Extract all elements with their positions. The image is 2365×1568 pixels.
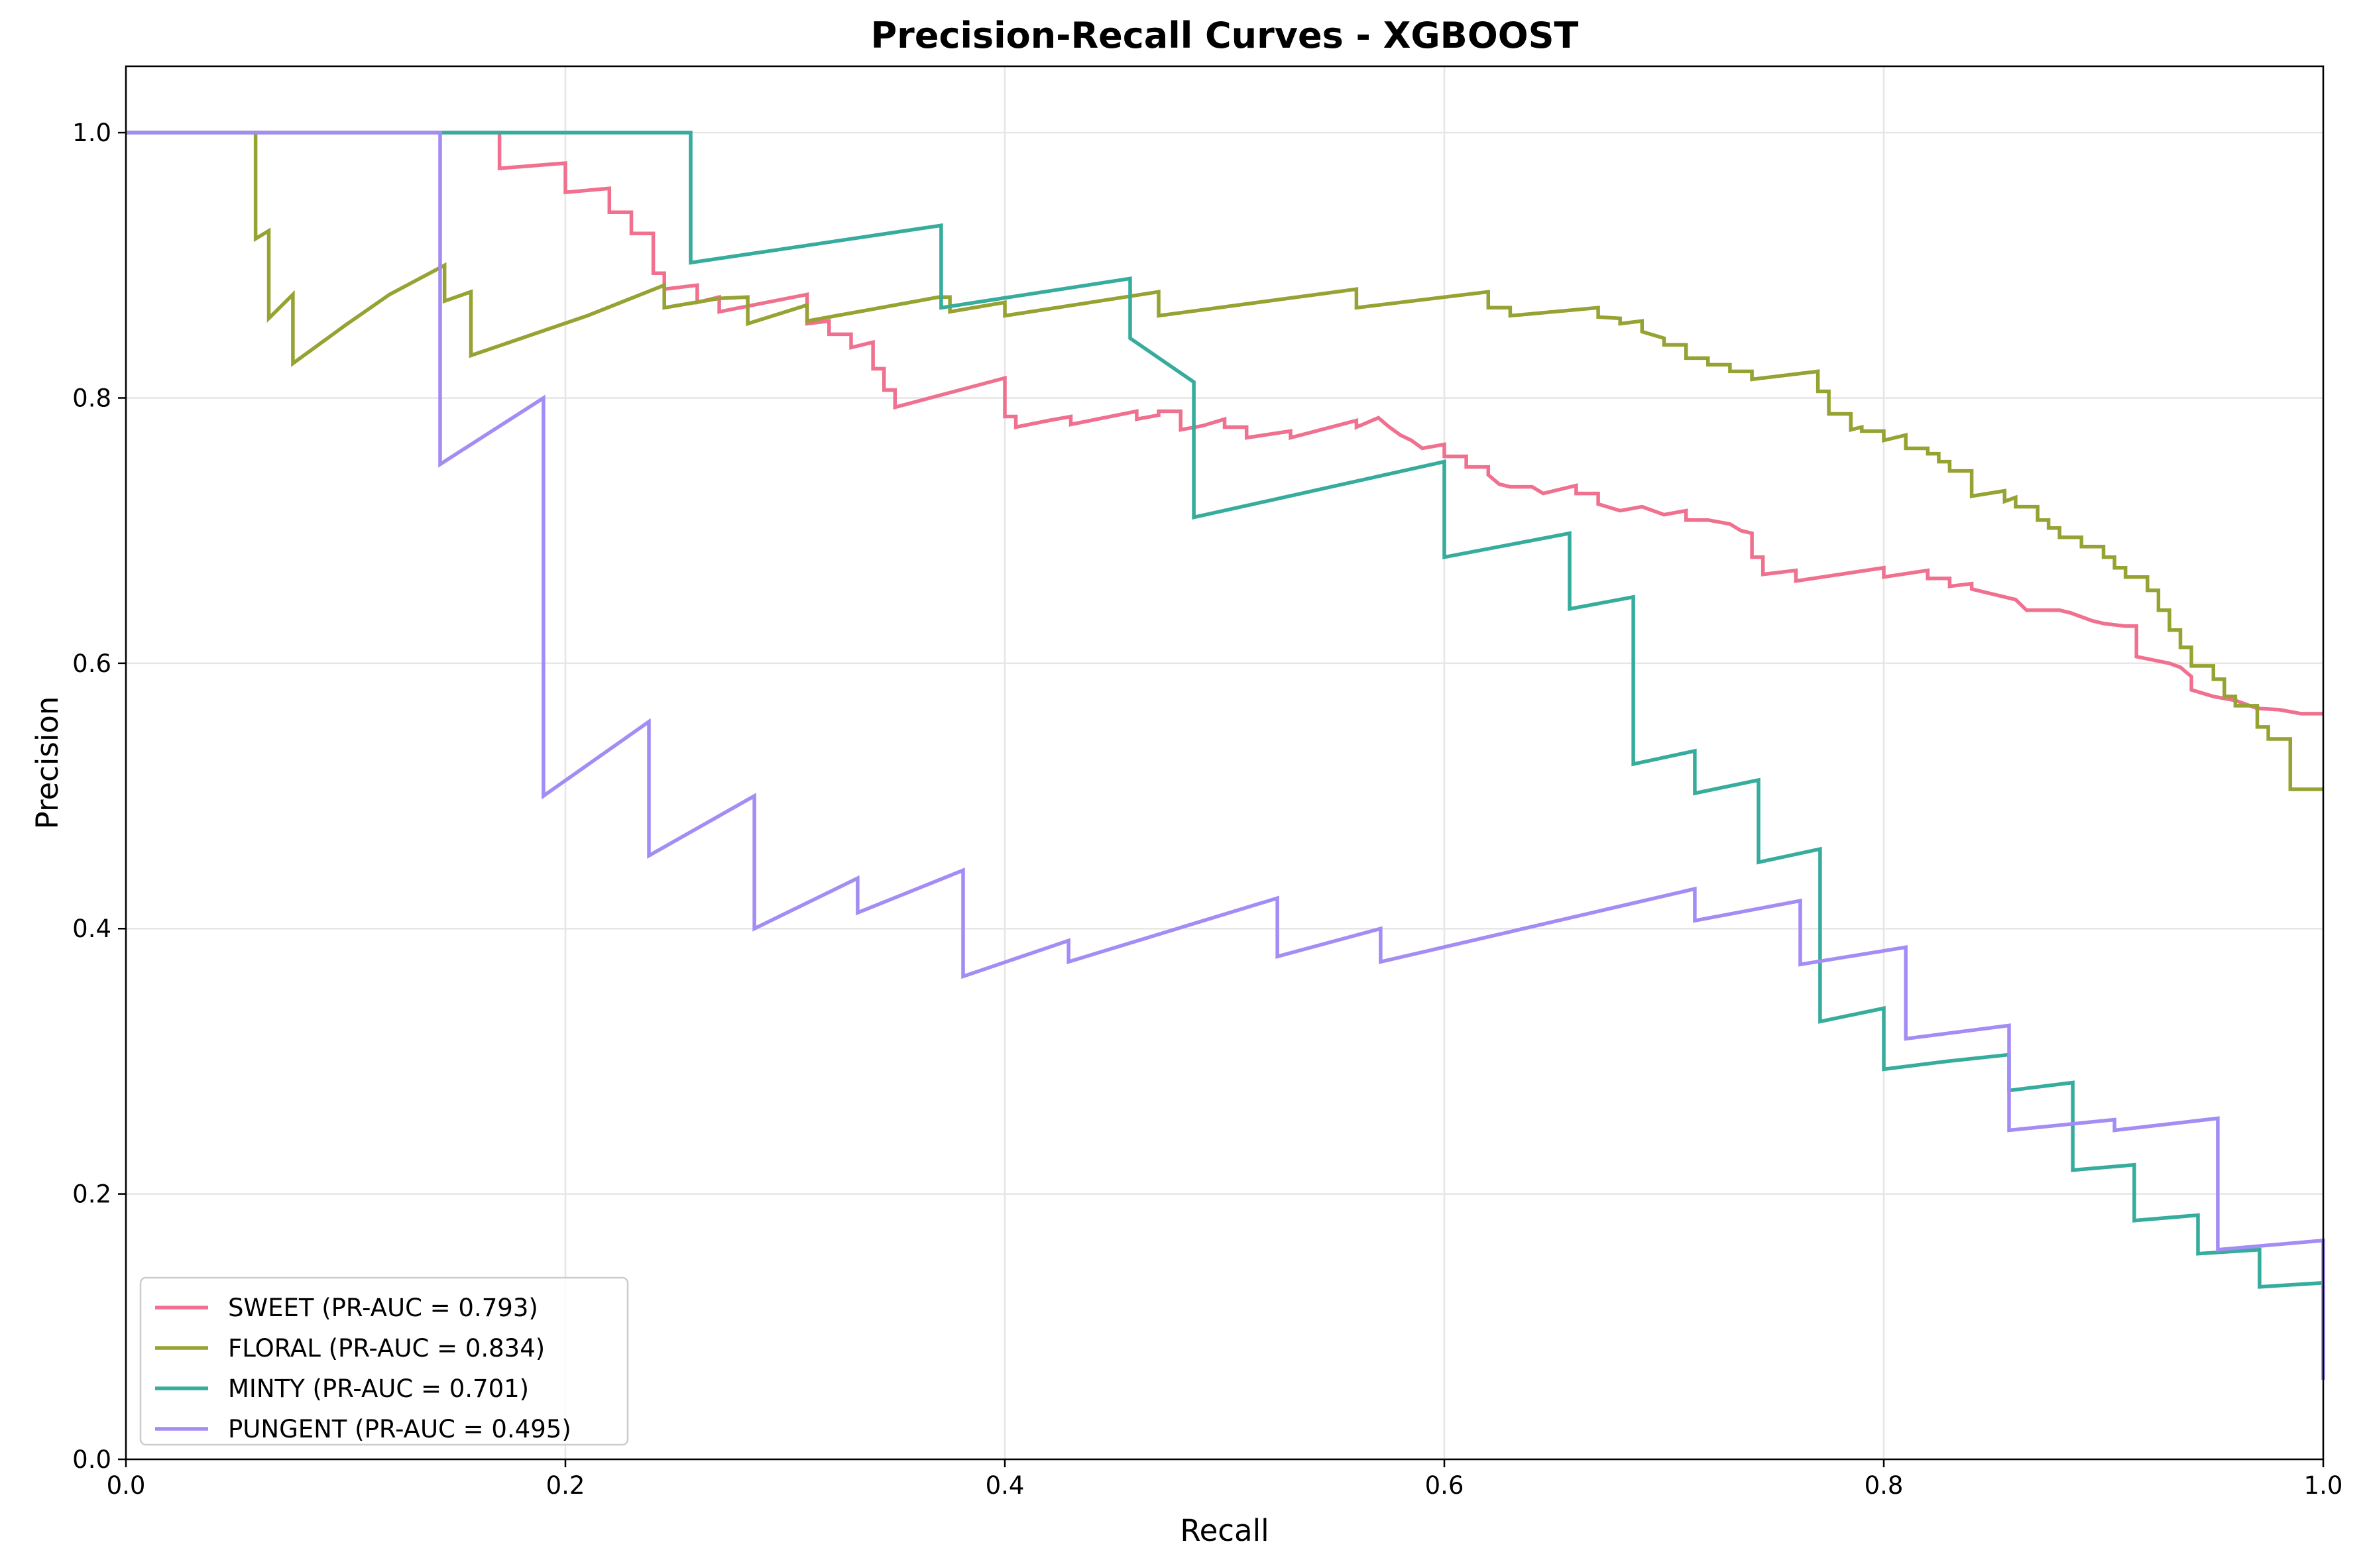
y-axis-label: Precision <box>30 697 65 830</box>
legend-label-floral: FLORAL (PR-AUC = 0.834) <box>228 1334 545 1363</box>
legend: SWEET (PR-AUC = 0.793) FLORAL (PR-AUC = 0… <box>139 1276 629 1446</box>
grid-layer <box>125 66 2325 1461</box>
y-tick-label: 0.6 <box>72 649 111 678</box>
x-tick-label: 0.4 <box>986 1471 1025 1500</box>
y-tick-label: 1.0 <box>72 119 111 147</box>
x-tick-label: 0.0 <box>107 1471 146 1500</box>
legend-label-minty: MINTY (PR-AUC = 0.701) <box>228 1374 529 1403</box>
legend-box <box>139 1276 629 1446</box>
y-tick-label: 0.0 <box>72 1445 111 1474</box>
legend-label-sweet: SWEET (PR-AUC = 0.793) <box>228 1294 538 1322</box>
series-line-sweet <box>126 131 2323 716</box>
y-tick-label: 0.2 <box>72 1180 111 1209</box>
plot-frame <box>125 65 2325 1461</box>
x-tick-label: 1.0 <box>2304 1471 2343 1500</box>
series-line-floral <box>126 131 2323 791</box>
series-line-pungent <box>126 131 2325 1380</box>
series-line-minty <box>126 131 2325 1380</box>
x-tick-label: 0.8 <box>1865 1471 1904 1500</box>
series-layer <box>126 131 2325 1380</box>
legend-label-pungent: PUNGENT (PR-AUC = 0.495) <box>228 1415 571 1443</box>
y-tick-label: 0.8 <box>72 384 111 412</box>
chart-title: Precision-Recall Curves - XGBOOST <box>871 15 1579 56</box>
ticks-layer: 0.0 0.2 0.4 0.6 0.8 1.0 0.0 0.2 0.4 0.6 0.8 1.0 <box>72 119 2342 1500</box>
x-tick-label: 0.2 <box>546 1471 585 1500</box>
x-axis-label: Recall <box>1180 1513 1269 1548</box>
y-tick-label: 0.4 <box>72 915 111 943</box>
x-tick-label: 0.6 <box>1425 1471 1464 1500</box>
